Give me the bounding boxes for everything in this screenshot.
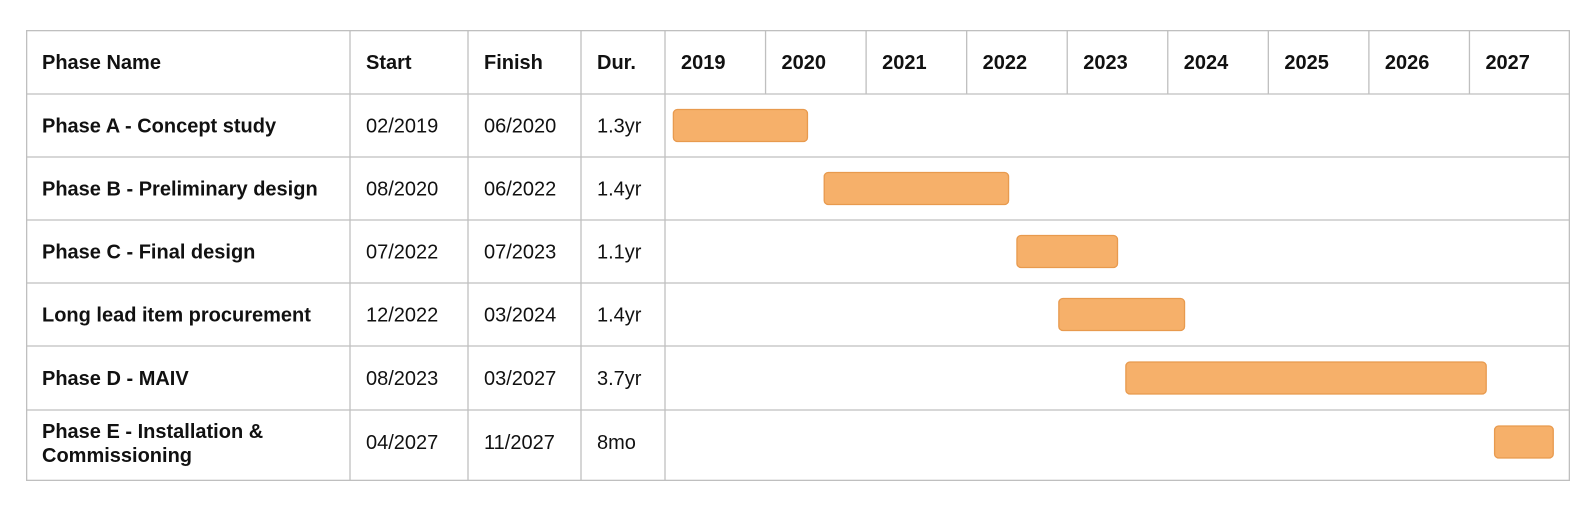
start-date: 04/2027 — [366, 432, 438, 454]
finish-date: 06/2022 — [484, 179, 556, 201]
start-date: 07/2022 — [366, 242, 438, 264]
column-header: Start — [366, 52, 412, 74]
year-tick-label: 2027 — [1485, 52, 1530, 74]
year-tick-label: 2025 — [1284, 52, 1329, 74]
column-header: Phase Name — [42, 52, 161, 74]
phase-name: Phase E - Installation & — [42, 421, 263, 443]
column-header: Dur. — [597, 52, 636, 74]
duration: 8mo — [597, 432, 636, 454]
start-date: 08/2020 — [366, 179, 438, 201]
gantt-bar — [1016, 234, 1119, 269]
duration: 3.7yr — [597, 368, 642, 390]
finish-date: 03/2024 — [484, 305, 556, 327]
year-tick-label: 2020 — [782, 52, 827, 74]
duration: 1.4yr — [597, 305, 642, 327]
finish-date: 07/2023 — [484, 242, 556, 264]
year-tick-label: 2023 — [1083, 52, 1128, 74]
column-header: Finish — [484, 52, 543, 74]
start-date: 08/2023 — [366, 368, 438, 390]
start-date: 12/2022 — [366, 305, 438, 327]
phase-name: Phase C - Final design — [42, 242, 255, 264]
year-tick-label: 2026 — [1385, 52, 1430, 74]
year-tick-label: 2021 — [882, 52, 927, 74]
table-border — [26, 30, 1570, 481]
year-tick-label: 2024 — [1184, 52, 1229, 74]
finish-date: 06/2020 — [484, 116, 556, 138]
gantt-bar — [823, 171, 1010, 206]
gantt-bar — [1493, 425, 1554, 459]
gantt-table: Phase Name Start Finish Dur. 2019 2020 2021 202… — [26, 30, 1570, 481]
duration: 1.1yr — [597, 242, 642, 264]
duration: 1.3yr — [597, 116, 642, 138]
year-tick-label: 2022 — [983, 52, 1028, 74]
finish-date: 03/2027 — [484, 368, 556, 390]
phase-name: Phase D - MAIV — [42, 368, 189, 390]
finish-date: 11/2027 — [484, 432, 555, 454]
duration: 1.4yr — [597, 179, 642, 201]
phase-name: Phase B - Preliminary design — [42, 179, 318, 201]
phase-name: Phase A - Concept study — [42, 116, 277, 138]
phase-name: Long lead item procurement — [42, 305, 311, 327]
gantt-bar — [1058, 297, 1186, 332]
year-tick-label: 2019 — [681, 52, 726, 74]
gantt-bar — [1125, 361, 1487, 395]
start-date: 02/2019 — [366, 116, 438, 138]
phase-name: Commissioning — [42, 445, 192, 467]
gantt-svg: Phase Name Start Finish Dur. 2019 2020 2021 202… — [26, 30, 1570, 481]
gantt-bar — [672, 108, 809, 143]
